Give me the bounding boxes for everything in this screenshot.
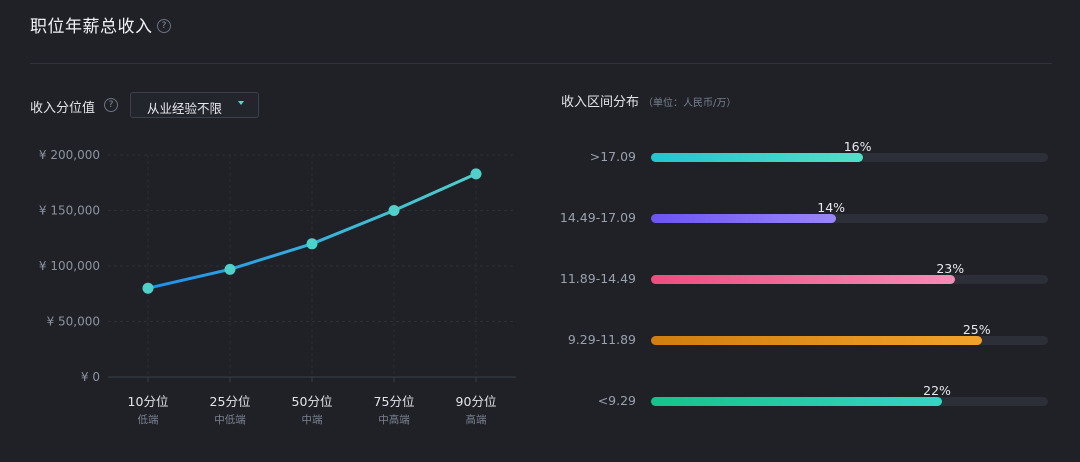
percent-label: 14% bbox=[817, 200, 846, 215]
x-tick-sublabel: 高端 bbox=[466, 413, 487, 426]
data-point bbox=[142, 282, 154, 294]
y-tick-label: ¥ 150,000 bbox=[39, 204, 100, 218]
y-tick-label: ¥ 0 bbox=[81, 370, 100, 384]
x-tick-label: 90分位 bbox=[456, 394, 497, 409]
chevron-down-icon bbox=[238, 101, 244, 105]
x-tick-sublabel: 中高端 bbox=[378, 413, 410, 426]
bar-track: 16% bbox=[651, 139, 1048, 162]
distribution-row: <9.29 22% bbox=[0, 383, 1080, 411]
distribution-title-text: 收入区间分布 bbox=[561, 95, 640, 110]
experience-dropdown[interactable]: 从业经验不限 bbox=[130, 92, 259, 118]
dropdown-value: 从业经验不限 bbox=[147, 101, 223, 116]
y-tick-label: ¥ 50,000 bbox=[47, 315, 100, 329]
data-point bbox=[470, 168, 482, 180]
x-tick-sublabel: 低端 bbox=[138, 413, 159, 426]
x-tick-label: 25分位 bbox=[210, 394, 251, 409]
percent-label: 23% bbox=[936, 261, 965, 276]
bar-track: 22% bbox=[651, 383, 1048, 406]
distribution-title: 收入区间分布 （单位：人民币/万） bbox=[561, 91, 736, 110]
x-tick-label: 10分位 bbox=[128, 394, 169, 409]
distribution-row: 14.49-17.09 14% bbox=[0, 200, 1080, 228]
data-point bbox=[306, 238, 318, 250]
x-tick-label: 75分位 bbox=[374, 394, 415, 409]
range-label: 14.49-17.09 bbox=[559, 210, 636, 225]
bar-fill bbox=[651, 336, 982, 345]
range-label: 11.89-14.49 bbox=[559, 271, 636, 286]
y-tick-label: ¥ 200,000 bbox=[39, 148, 100, 162]
x-tick-label: 50分位 bbox=[292, 394, 333, 409]
data-point bbox=[388, 205, 400, 216]
range-label: 9.29-11.89 bbox=[567, 332, 636, 347]
bar-fill bbox=[651, 214, 837, 223]
percent-label: 25% bbox=[962, 322, 991, 337]
bar-fill bbox=[651, 397, 943, 406]
range-label: >17.09 bbox=[589, 149, 636, 164]
page-title: 职位年薪总收入 bbox=[30, 17, 153, 37]
distribution-unit: （单位：人民币/万） bbox=[643, 98, 737, 109]
data-point bbox=[224, 263, 236, 275]
x-tick-sublabel: 中端 bbox=[302, 413, 323, 426]
divider bbox=[30, 63, 1052, 64]
y-tick-label: ¥ 100,000 bbox=[39, 259, 100, 273]
distribution-row: 11.89-14.49 23% bbox=[0, 261, 1080, 289]
distribution-row: 9.29-11.89 25% bbox=[0, 322, 1080, 350]
range-label: <9.29 bbox=[597, 393, 636, 408]
percent-label: 22% bbox=[923, 383, 951, 398]
x-tick-sublabel: 中低端 bbox=[214, 413, 246, 426]
bar-track: 25% bbox=[651, 322, 1048, 345]
percentile-line-chart: ¥ 0 ¥ 50,000 ¥ 100,000 ¥ 150,000 ¥ 200,000 10… bbox=[39, 148, 516, 426]
help-icon[interactable]: ? bbox=[157, 19, 171, 33]
bar-track: 23% bbox=[651, 261, 1048, 284]
bar-track: 14% bbox=[651, 200, 1048, 223]
bar-fill bbox=[651, 275, 956, 284]
filter-label: 收入分位值 bbox=[30, 101, 96, 116]
percent-label: 16% bbox=[843, 139, 872, 154]
bar-fill bbox=[651, 153, 863, 162]
help-icon[interactable]: ? bbox=[104, 98, 118, 112]
distribution-row: >17.09 16% bbox=[0, 139, 1080, 167]
